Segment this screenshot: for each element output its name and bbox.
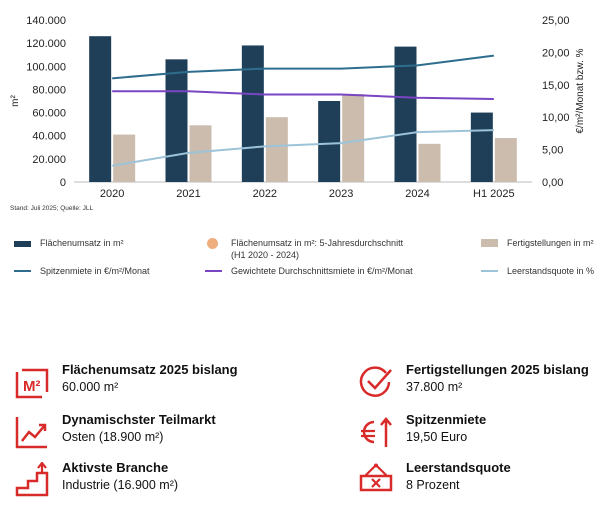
kpi-value: 60.000 m² bbox=[62, 380, 119, 394]
kpi-value: 37.800 m² bbox=[406, 380, 463, 394]
legend-swatch bbox=[481, 239, 498, 247]
y-right-tick-label: 5,00 bbox=[542, 145, 563, 157]
bar-flaechenumsatz bbox=[165, 59, 188, 182]
legend-label: Leerstandsquote in % bbox=[507, 266, 595, 276]
bar-flaechenumsatz bbox=[241, 45, 264, 183]
bar-fertigstellungen bbox=[265, 117, 288, 182]
bar-flaechenumsatz bbox=[394, 46, 417, 182]
bar-flaechenumsatz bbox=[89, 36, 112, 183]
kpi-value: 19,50 Euro bbox=[406, 430, 468, 444]
y-right-tick-label: 0,00 bbox=[542, 177, 563, 189]
legend-swatch bbox=[14, 270, 31, 272]
y-left-tick-label: 40.000 bbox=[32, 131, 66, 143]
legend-sublabel: (H1 2020 - 2024) bbox=[231, 250, 300, 260]
euro-arrow-icon bbox=[361, 417, 392, 447]
legend-label: Fertigstellungen in m² bbox=[507, 238, 594, 248]
kpi-title: Fertigstellungen 2025 bislang bbox=[406, 362, 589, 377]
x-tick-label: 2020 bbox=[100, 188, 124, 200]
y-axis-left-label: m² bbox=[10, 95, 21, 107]
line-series-2 bbox=[111, 129, 494, 167]
bar-flaechenumsatz bbox=[470, 112, 493, 182]
chart: 0 20.000 40.000 60.000 80.000 100.000 120.000 1… bbox=[10, 15, 586, 200]
kpi-title: Leerstandsquote bbox=[406, 460, 511, 475]
kpi-title: Aktivste Branche bbox=[62, 460, 169, 475]
y-left-tick-label: 60.000 bbox=[32, 108, 66, 120]
y-right-tick-label: 15,00 bbox=[542, 80, 570, 92]
x-tick-label: 2023 bbox=[329, 188, 353, 200]
y-left-tick-label: 100.000 bbox=[26, 61, 66, 73]
kpi-title: Dynamischster Teilmarkt bbox=[62, 412, 216, 427]
kpi-value: 8 Prozent bbox=[406, 478, 460, 492]
bar-fertigstellungen bbox=[494, 138, 517, 182]
kpi-title: Spitzenmiete bbox=[406, 412, 487, 427]
x-tick-label: 2022 bbox=[253, 188, 277, 200]
bar-fertigstellungen bbox=[113, 134, 136, 182]
bar-fertigstellungen bbox=[418, 143, 441, 182]
stairs-arrow-icon bbox=[15, 462, 49, 497]
legend-swatch bbox=[205, 270, 222, 272]
bar-fertigstellungen bbox=[189, 125, 212, 182]
legend-swatch bbox=[14, 241, 31, 247]
y-left-tick-label: 120.000 bbox=[26, 38, 66, 50]
bar-flaechenumsatz bbox=[318, 101, 341, 182]
y-left-tick-label: 20.000 bbox=[32, 154, 66, 166]
chart-lines bbox=[111, 54, 494, 167]
y-right-tick-label: 20,00 bbox=[542, 47, 570, 59]
kpi-value: Osten (18.900 m²) bbox=[62, 430, 164, 444]
x-tick-label: H1 2025 bbox=[473, 188, 515, 200]
legend-label: Flächenumsatz in m²: 5-Jahresdurchschnit… bbox=[231, 238, 404, 248]
legend-label: Gewichtete Durchschnittsmiete in €/m²/Mo… bbox=[231, 266, 413, 276]
kpi-title: Flächenumsatz 2025 bislang bbox=[62, 362, 238, 377]
vacancy-sign-icon bbox=[359, 463, 393, 492]
legend-swatch bbox=[481, 270, 498, 272]
legend-label: Flächenumsatz in m² bbox=[40, 238, 124, 248]
legend-swatch-marker bbox=[207, 238, 218, 249]
bar-fertigstellungen bbox=[342, 94, 365, 182]
y-axis-right-label: €/m²/Monat bzw. % bbox=[575, 48, 586, 133]
checkmark-circle-icon bbox=[359, 366, 392, 397]
y-left-tick-label: 0 bbox=[60, 177, 66, 189]
y-left-tick-label: 140.000 bbox=[26, 15, 66, 27]
line-series-0 bbox=[112, 54, 494, 80]
y-right-tick-label: 10,00 bbox=[542, 112, 570, 124]
chart-source-note: Stand: Juli 2025; Quelle: JLL bbox=[10, 205, 94, 212]
chart-tick-labels: 0 20.000 40.000 60.000 80.000 100.000 120.000 1… bbox=[26, 15, 569, 200]
svg-text:M²: M² bbox=[23, 378, 41, 395]
x-tick-label: 2021 bbox=[176, 188, 200, 200]
line-series-1 bbox=[112, 90, 494, 101]
x-tick-label: 2024 bbox=[405, 188, 429, 200]
m2-icon: M² bbox=[15, 368, 49, 399]
kpi-value: Industrie (16.900 m²) bbox=[62, 478, 179, 492]
y-right-tick-label: 25,00 bbox=[542, 15, 570, 27]
chart-bars bbox=[89, 36, 517, 183]
y-left-tick-label: 80.000 bbox=[32, 84, 66, 96]
legend-label: Spitzenmiete in €/m²/Monat bbox=[40, 266, 150, 276]
trend-chart-icon bbox=[15, 417, 47, 449]
